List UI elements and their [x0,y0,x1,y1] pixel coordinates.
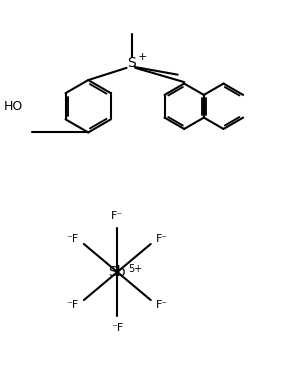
Text: S: S [127,56,136,70]
Text: F⁻: F⁻ [156,300,169,310]
Text: +: + [138,52,148,62]
Text: ⁻F: ⁻F [66,300,78,310]
Text: ⁻F: ⁻F [111,323,123,333]
Text: Sb: Sb [109,265,126,279]
Text: F⁻: F⁻ [111,211,123,221]
Text: ⁻F: ⁻F [66,234,78,244]
Text: 5+: 5+ [128,264,143,274]
Text: F⁻: F⁻ [156,234,169,244]
Text: HO: HO [4,100,23,113]
